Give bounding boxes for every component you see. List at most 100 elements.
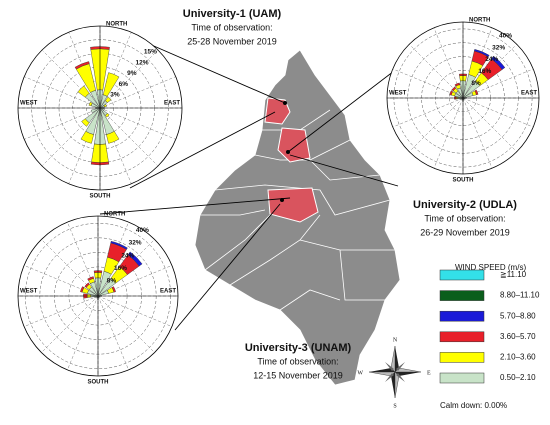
connector [287,67,399,153]
direction-label: NORTH [104,212,125,218]
petal-segment [80,286,85,293]
petal-segment [77,85,90,98]
wind-rose: 8% 16% 24% 32% 40% NORTH EAST SOUTH WEST Universi… [386,18,540,237]
spoke [409,97,464,152]
ring-label: 15% [144,49,157,56]
dates: 25-28 November 2019 [187,36,277,46]
compass-point [385,373,394,382]
petal-segment [88,101,93,107]
spoke [68,107,101,184]
legend-label: ≧11.10 [500,270,527,279]
ring-label: 6% [119,81,129,88]
time-label: Time of observation: [191,22,272,32]
petal-segment [84,282,90,288]
spoke [97,295,155,353]
compass-label: N [393,337,398,343]
petal-segment [102,72,120,97]
legend-label: 5.70–8.80 [500,311,536,320]
wind-rose: 3% 6% 9% 12% 15% NORTH EAST SOUTH WEST University… [17,8,282,200]
legend-swatch [439,310,485,322]
petal-segment [127,251,143,267]
calm-note: Calm down: 0.00% [440,401,507,410]
spoke [433,97,464,169]
wind-rose: 8% 16% 24% 32% 40% NORTH EAST SOUTH WEST Universi… [17,212,352,386]
dates: 26-29 November 2019 [420,227,510,237]
compass-point [395,346,399,372]
petal-segment [474,89,479,96]
spoke [99,107,159,167]
spoke [392,97,464,128]
spoke [41,49,101,109]
ring-label: 8% [471,80,481,87]
direction-label: EAST [164,101,180,107]
legend-label: 0.50–2.10 [500,373,536,382]
petal-segment [90,107,101,114]
ring-label: 12% [136,59,149,66]
petal-segment [87,276,94,281]
petal-segment [80,131,94,144]
connector [139,39,286,104]
spoke [462,97,534,128]
petal-segment [74,61,90,70]
direction-label: NORTH [469,18,490,24]
ring-label: 24% [485,56,498,63]
site-dot [286,150,290,154]
petal-segment [491,55,506,70]
spoke [24,76,101,109]
petal-segment [103,104,107,108]
direction-label: EAST [160,289,176,295]
spoke [99,107,132,184]
connectors [99,39,399,331]
legend: WIND SPEED (m/s) 0.50–2.10 2.10–3.60 3.60–5… [439,263,540,410]
legend-swatch [439,290,485,301]
direction-label: NORTH [106,22,127,28]
spoke [97,295,172,327]
connector [129,111,276,189]
spoke [67,222,99,297]
direction-label: WEST [20,289,38,295]
spoke [24,107,101,140]
spoke [462,97,493,169]
spoke [97,295,129,370]
spoke [99,49,159,109]
spoke [41,239,99,297]
direction-label: SOUTH [453,178,474,184]
compass-label: E [427,370,431,376]
direction-label: EAST [521,91,537,97]
district-udla [277,127,311,163]
site-title: University-2 (UDLA) [413,199,517,211]
time-label: Time of observation: [257,356,338,366]
spoke [41,107,101,167]
petal-segment [106,131,120,144]
petal-segment [454,82,461,87]
ring-label: 40% [499,32,512,39]
site-dot [283,101,287,105]
compass-label: S [393,403,396,409]
compass-point [391,372,395,398]
compass-point [385,362,394,371]
ring-label: 32% [492,44,505,51]
map [99,39,401,386]
ring-label: 32% [129,240,142,247]
wind-roses: 3% 6% 9% 12% 15% NORTH EAST SOUTH WEST University… [17,8,540,386]
connector [174,203,281,331]
petal-segment [451,86,457,92]
petal-segment [105,113,110,118]
petal-segment [94,295,99,299]
site-title: University-1 (UAM) [183,8,282,20]
spoke [67,295,99,370]
time-label: Time of observation: [424,213,505,223]
compass-point [395,372,421,376]
spoke [99,107,176,140]
legend-swatch [439,352,485,363]
ring-label: 16% [114,265,127,272]
petal-segment [105,96,112,103]
legend-swatch [439,269,485,281]
petal-segment [449,90,453,96]
dates: 12-15 November 2019 [253,370,343,380]
compass-point [396,373,405,382]
spoke [41,295,99,353]
spoke [99,32,132,109]
legend-title: WIND SPEED (m/s) [455,263,526,272]
